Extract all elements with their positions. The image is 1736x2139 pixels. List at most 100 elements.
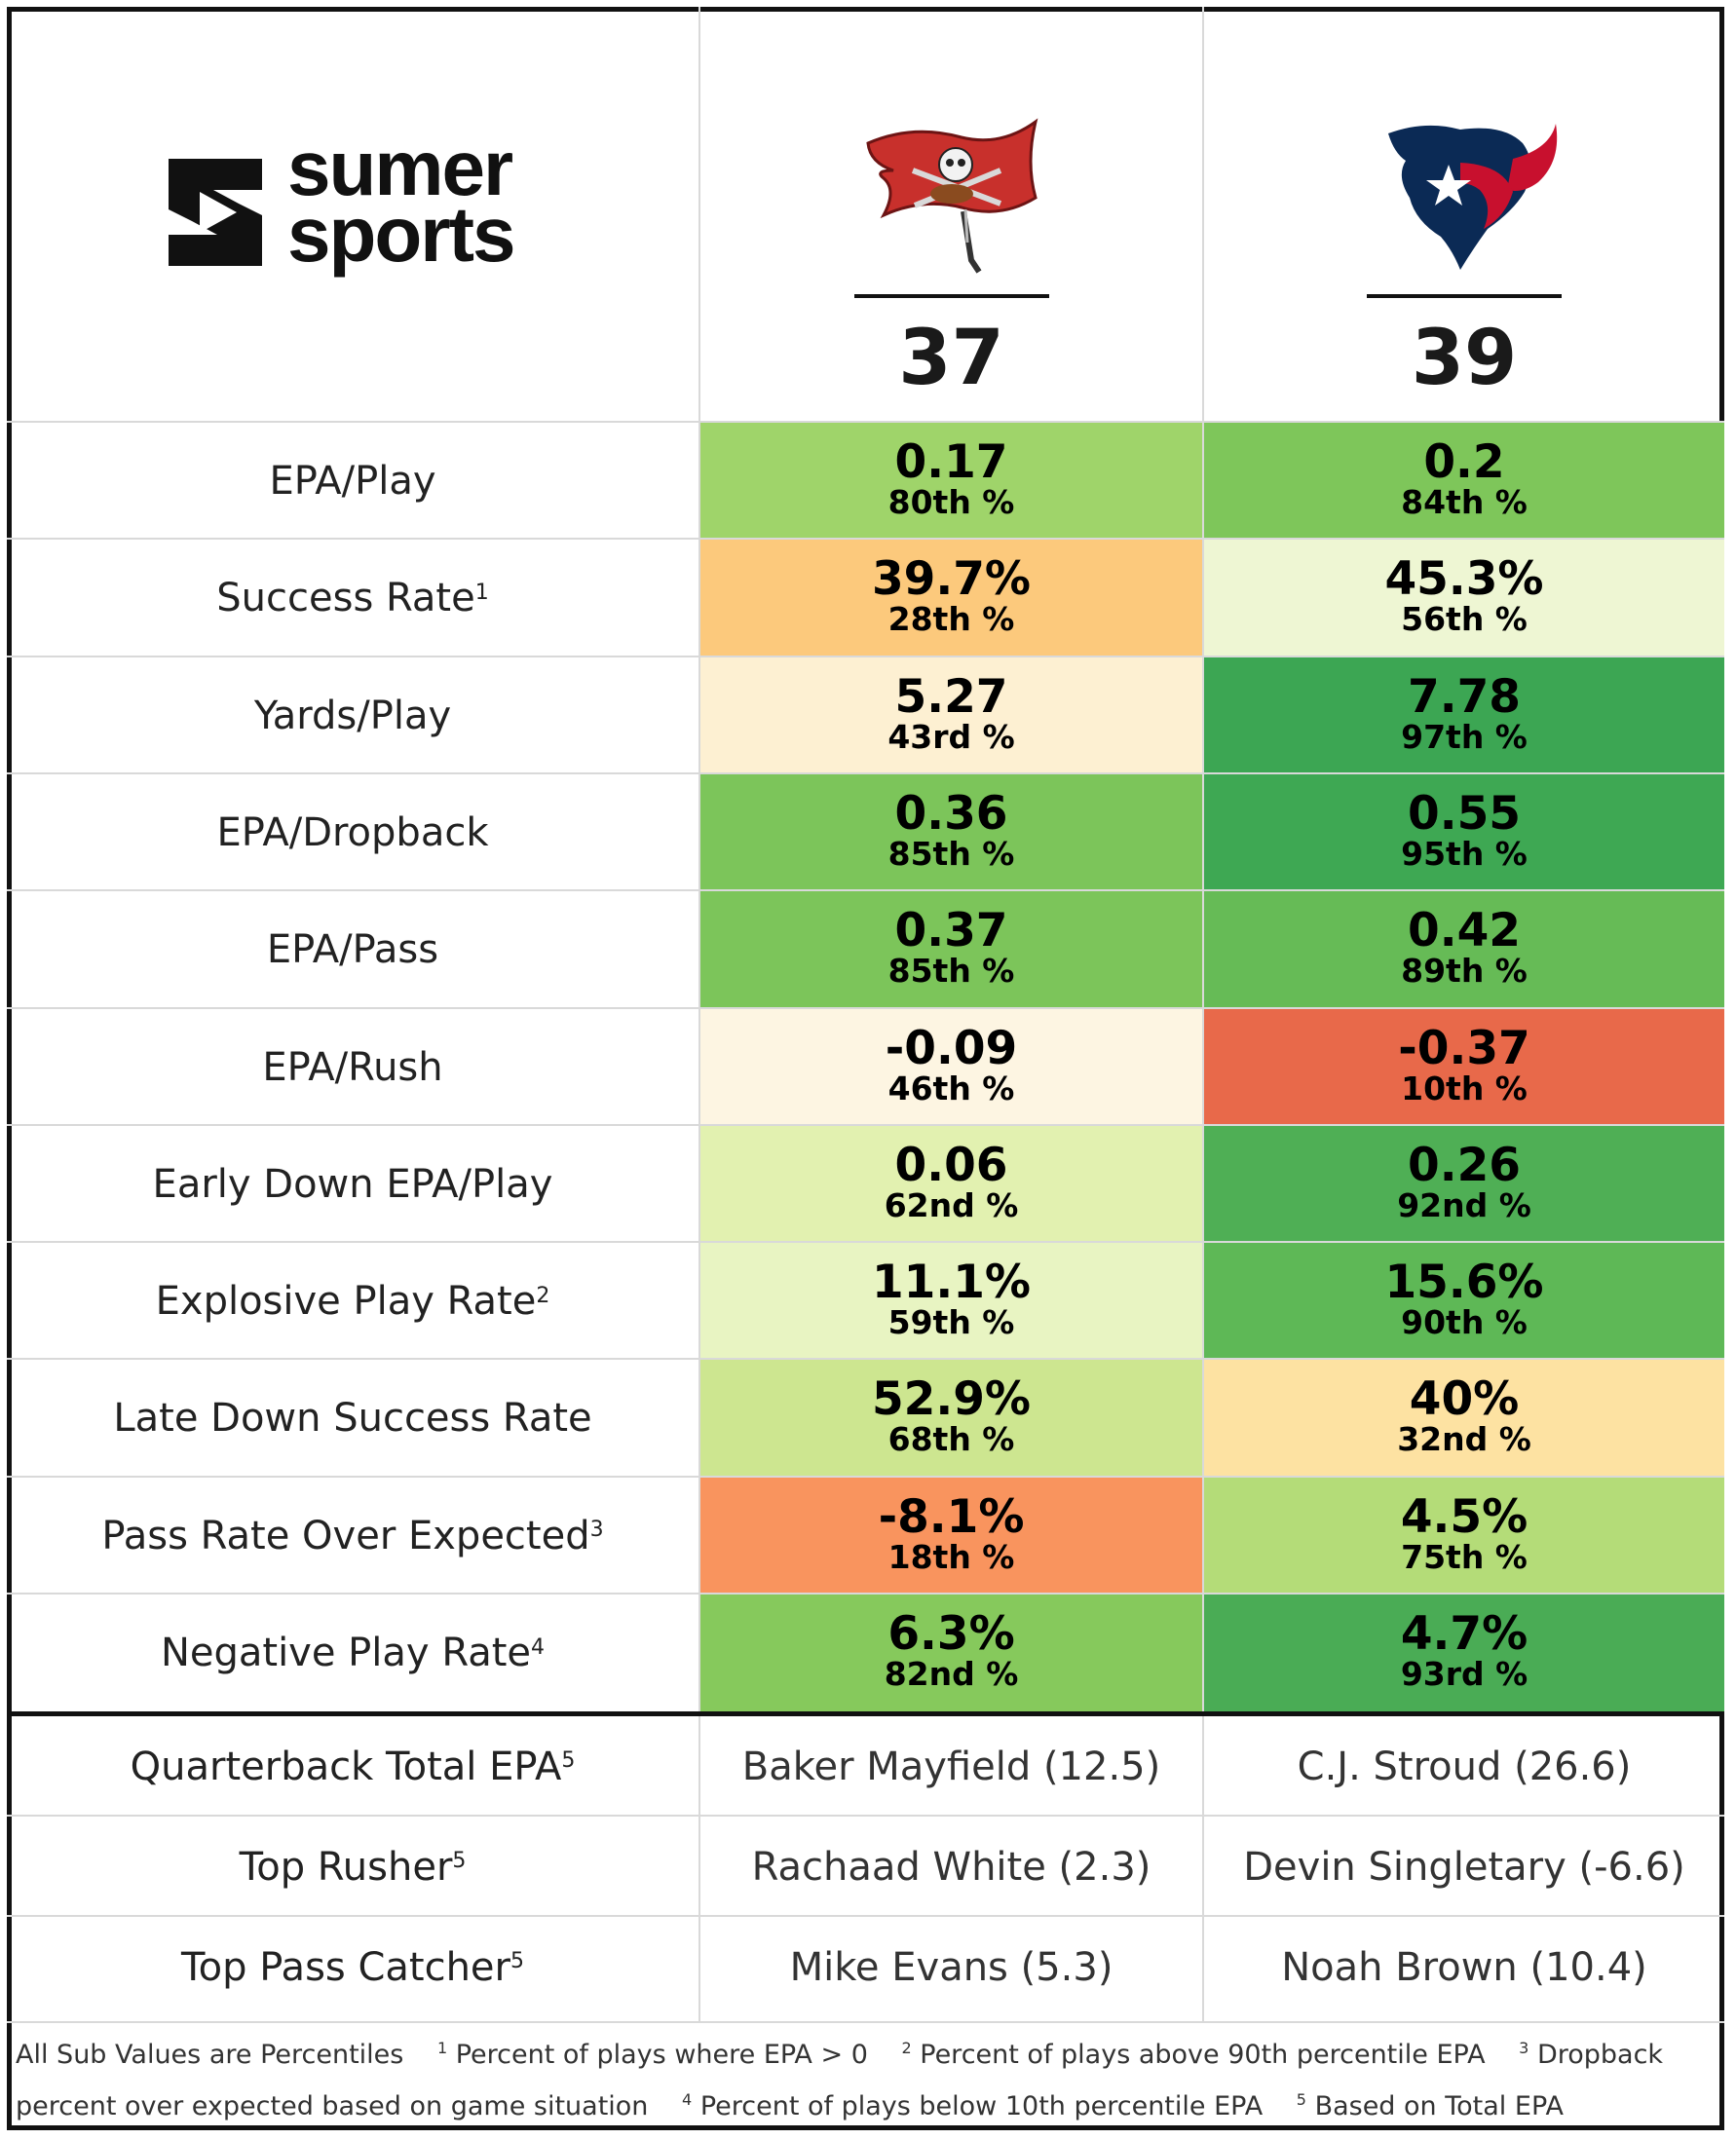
footnotes: All Sub Values are Percentiles 1 Percent…: [16, 2026, 1711, 2129]
metric-label: Negative Play Rate 4: [7, 1595, 698, 1711]
footnote-text: Dropback percent over expected based on …: [16, 2040, 1664, 2121]
home-metric-cell: -0.09 46th %: [700, 1008, 1202, 1126]
metric-label-text: Late Down Success Rate: [113, 1396, 592, 1442]
metric-row: EPA/Rush -0.09 46th % -0.37 10th %: [7, 1008, 1724, 1126]
metric-value: 11.1%: [871, 1256, 1032, 1310]
buccaneers-flag-logo-icon: [865, 118, 1038, 274]
metric-percentile: 75th %: [1401, 1537, 1528, 1576]
metric-value: 0.2: [1423, 435, 1505, 489]
column-divider: [698, 7, 700, 1711]
brand-word-sumer: sumer: [287, 125, 513, 211]
metric-percentile: 90th %: [1401, 1303, 1528, 1342]
metric-percentile: 95th %: [1401, 834, 1528, 873]
metric-row: Explosive Play Rate 2 11.1% 59th % 15.6% 90th…: [7, 1243, 1724, 1361]
metric-row: Yards/Play 5.27 43rd % 7.78 97th %: [7, 657, 1724, 774]
footnote-marker: 5: [561, 1748, 576, 1773]
metric-value: 0.36: [894, 786, 1008, 841]
metric-value: 7.78: [1408, 669, 1521, 724]
player-row: Top Rusher 5 Rachaad White (2.3) Devin Sing…: [7, 1817, 1724, 1917]
metric-label: Explosive Play Rate 2: [7, 1243, 698, 1360]
metric-row: Negative Play Rate 4 6.3% 82nd % 4.7% 93rd %: [7, 1595, 1724, 1711]
footnote-text: Percent of plays where EPA > 0: [455, 2040, 868, 2070]
away-player: C.J. Stroud (26.6): [1297, 1744, 1632, 1789]
home-metric-cell: 0.17 80th %: [700, 423, 1202, 540]
metric-percentile: 62nd %: [884, 1185, 1019, 1224]
metric-label: EPA/Dropback: [7, 774, 698, 891]
metric-percentile: 84th %: [1401, 483, 1528, 521]
metric-value: 0.17: [894, 435, 1008, 489]
metric-label: Pass Rate Over Expected 3: [7, 1478, 698, 1595]
player-row-label: Top Rusher 5: [7, 1817, 698, 1917]
player-row-label-text: Top Rusher: [239, 1844, 453, 1890]
away-metric-cell: 4.7% 93rd %: [1204, 1595, 1724, 1711]
footnote-marker: 3: [589, 1518, 604, 1543]
row-divider: [7, 2021, 1724, 2023]
metric-percentile: 46th %: [887, 1069, 1015, 1107]
home-player: Baker Mayfield (12.5): [741, 1744, 1161, 1789]
metric-label-text: EPA/Pass: [266, 927, 439, 973]
away-metric-cell: 15.6% 90th %: [1204, 1243, 1724, 1361]
metric-percentile: 18th %: [887, 1537, 1015, 1576]
metric-percentile: 10th %: [1401, 1069, 1528, 1107]
metric-label-text: Explosive Play Rate: [155, 1279, 537, 1325]
row-divider: [7, 538, 1724, 541]
metric-value: 0.55: [1408, 786, 1521, 841]
metric-value: 4.7%: [1400, 1607, 1528, 1661]
metric-label: Early Down EPA/Play: [7, 1126, 698, 1243]
column-divider: [1202, 7, 1204, 1711]
home-metric-cell: 5.27 43rd %: [700, 657, 1202, 774]
footnote-item: 2 Percent of plays above 90th percentile…: [901, 2039, 1486, 2070]
stats-table: sumer sports 37 39 EPA/Play 0.17 80th % 0.2…: [7, 7, 1724, 2125]
header-divider: [1367, 294, 1562, 298]
footnote-item: 3 Dropback percent over expected based o…: [16, 2039, 1664, 2121]
footnote-number: 2: [901, 2039, 912, 2057]
metric-percentile: 68th %: [887, 1420, 1015, 1459]
home-metric-cell: 6.3% 82nd %: [700, 1595, 1202, 1711]
metric-percentile: 93rd %: [1400, 1655, 1528, 1693]
metric-percentile: 56th %: [1401, 600, 1528, 639]
home-metric-cell: -8.1% 18th %: [700, 1477, 1202, 1595]
metric-percentile: 82nd %: [884, 1655, 1019, 1693]
metric-label-text: Pass Rate Over Expected: [101, 1513, 590, 1558]
row-divider: [7, 1006, 1724, 1009]
metric-label-text: Early Down EPA/Play: [152, 1161, 553, 1207]
row-divider: [7, 889, 1724, 892]
metric-percentile: 80th %: [887, 483, 1015, 521]
home-metric-cell: 0.37 85th %: [700, 891, 1202, 1009]
footnote-marker: 5: [509, 1949, 524, 1973]
away-metric-cell: -0.37 10th %: [1204, 1008, 1724, 1126]
metric-label-text: EPA/Dropback: [216, 809, 489, 855]
metric-row: Pass Rate Over Expected 3 -8.1% 18th % 4.5% 7…: [7, 1477, 1724, 1595]
metric-label: EPA/Pass: [7, 891, 698, 1008]
metric-percentile: 43rd %: [887, 717, 1015, 756]
metric-percentile: 28th %: [887, 600, 1015, 639]
home-score: 37: [898, 315, 1004, 402]
footnote-number: 3: [1519, 2039, 1529, 2057]
metric-value: 45.3%: [1384, 552, 1544, 607]
metric-value: 0.42: [1408, 904, 1521, 958]
footnote-text: Percent of plays above 90th percentile E…: [920, 2040, 1486, 2070]
footnote-intro: All Sub Values are Percentiles: [16, 2040, 404, 2070]
player-row-label-text: Top Pass Catcher: [181, 1944, 510, 1990]
metric-label: EPA/Rush: [7, 1009, 698, 1126]
footnote-item: 1 Percent of plays where EPA > 0: [437, 2039, 868, 2070]
row-divider: [7, 1475, 1724, 1478]
footnote-item: 5 Based on Total EPA: [1296, 2090, 1564, 2121]
footnote-item: 4 Percent of plays below 10th percentile…: [682, 2090, 1264, 2121]
metric-row: EPA/Dropback 0.36 85th % 0.55 95th %: [7, 773, 1724, 891]
metric-percentile: 59th %: [887, 1303, 1015, 1342]
column-divider: [1202, 1716, 1204, 2021]
footnote-marker: 5: [452, 1849, 467, 1873]
column-divider: [698, 1716, 700, 2021]
metric-value: 0.37: [894, 904, 1008, 958]
footnote-text: Percent of plays below 10th percentile E…: [699, 2091, 1264, 2121]
metric-value: -0.09: [885, 1021, 1018, 1075]
home-metric-cell: 0.36 85th %: [700, 773, 1202, 891]
footnote-marker: 4: [531, 1634, 546, 1660]
metric-value: 6.3%: [887, 1607, 1015, 1661]
brand-word-sports: sports: [287, 191, 515, 278]
row-divider: [7, 1815, 1724, 1817]
player-row-label: Quarterback Total EPA 5: [7, 1716, 698, 1817]
footnote-number: 5: [1296, 2090, 1306, 2109]
away-score: 39: [1411, 315, 1518, 402]
